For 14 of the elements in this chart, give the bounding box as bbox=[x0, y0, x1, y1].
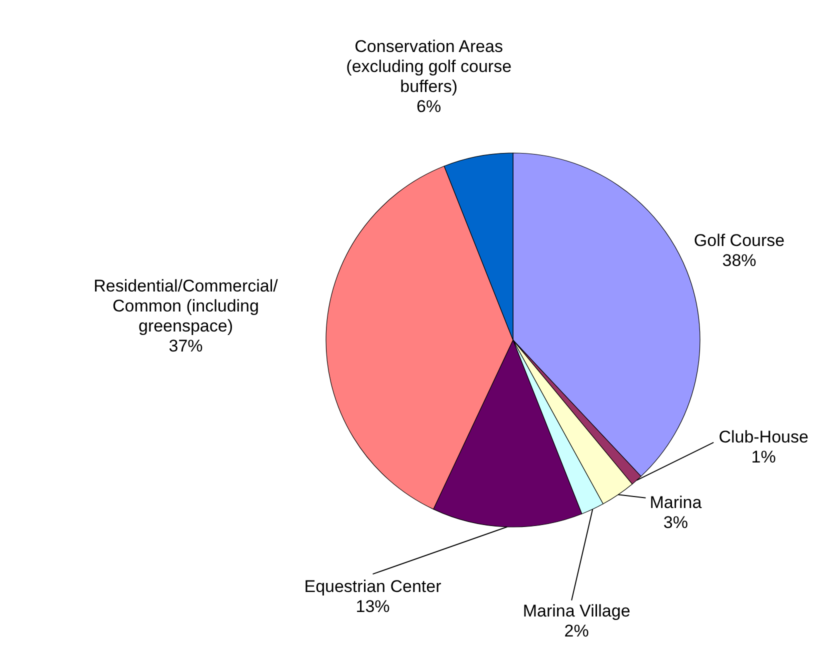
slice-label: Club-House bbox=[718, 427, 808, 446]
slice-label: Conservation Areas (excluding golf course buffers) bbox=[346, 37, 512, 96]
data-label: 3% bbox=[663, 512, 688, 532]
data-label: 2% bbox=[564, 621, 589, 640]
data-label: 1% bbox=[751, 447, 776, 466]
slice-label: Marina bbox=[650, 492, 702, 512]
slice-label: Residential/Commercial/ Common (including greenspace) bbox=[94, 276, 278, 336]
slice-label: Marina Village bbox=[522, 601, 630, 620]
slice-label: Golf Course bbox=[694, 231, 785, 250]
data-label: 37% bbox=[168, 336, 203, 356]
data-label: 38% bbox=[722, 251, 756, 270]
data-label: 13% bbox=[356, 597, 390, 616]
data-label: 6% bbox=[416, 97, 442, 116]
slice-label: Equestrian Center bbox=[304, 577, 442, 596]
